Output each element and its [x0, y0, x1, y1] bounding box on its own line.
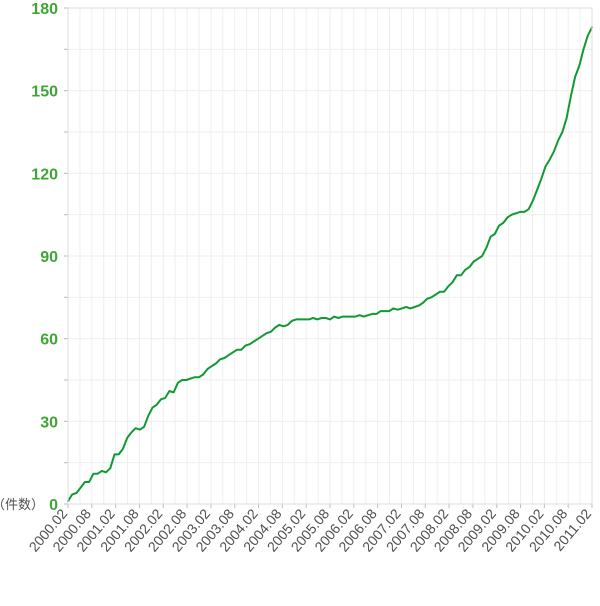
y-tick-label: 30 — [40, 414, 58, 431]
y-tick-label: 90 — [40, 249, 58, 266]
x-axis-ticks: 2000.022000.082001.022001.082002.022002.… — [26, 505, 595, 554]
y-tick-label: 60 — [40, 332, 58, 349]
line-chart: 0306090120150180 2000.022000.082001.0220… — [0, 0, 600, 606]
y-tick-label: 150 — [31, 84, 58, 101]
y-axis-ticks: 0306090120150180 — [31, 1, 58, 514]
y-tick-label: 180 — [31, 1, 58, 18]
y-tick-label: 120 — [31, 166, 58, 183]
y-axis-title: （件数） — [0, 497, 44, 512]
chart-container: 0306090120150180 2000.022000.082001.0220… — [0, 0, 600, 606]
